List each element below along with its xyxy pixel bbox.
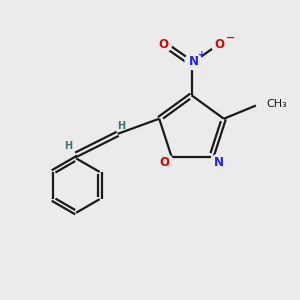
Text: +: + [198, 50, 206, 59]
Text: N: N [188, 55, 198, 68]
Circle shape [212, 36, 228, 52]
Circle shape [211, 154, 227, 171]
Text: −: − [226, 33, 235, 43]
Text: N: N [214, 156, 224, 169]
Text: H: H [64, 141, 72, 151]
Text: O: O [215, 38, 225, 51]
Text: H: H [117, 121, 125, 130]
Circle shape [157, 154, 173, 171]
Text: O: O [160, 156, 170, 169]
Text: CH₃: CH₃ [266, 99, 287, 109]
Circle shape [155, 36, 172, 52]
Text: O: O [158, 38, 168, 51]
Circle shape [185, 53, 202, 70]
